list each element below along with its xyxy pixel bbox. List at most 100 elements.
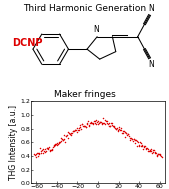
Point [156,153,159,156]
Point [96,121,98,124]
Point [147,149,150,153]
Point [137,140,139,143]
Point [148,149,150,153]
Point [54,143,57,146]
Point [44,150,47,153]
Point [117,129,119,132]
Point [149,148,152,151]
Point [65,135,68,138]
Point [101,122,104,125]
Point [58,141,61,144]
Point [69,132,71,135]
Point [144,146,147,149]
Point [61,138,63,141]
Point [116,129,119,132]
Point [68,133,71,136]
Point [78,125,81,128]
Point [158,153,161,156]
Point [143,146,146,149]
Point [104,122,107,125]
Point [43,149,45,153]
Point [63,133,66,136]
Point [53,143,56,146]
Point [142,144,145,147]
Point [47,146,50,149]
Point [115,127,118,130]
Point [135,140,138,143]
Point [48,146,50,149]
Point [52,145,55,148]
Point [76,126,79,129]
Text: N: N [93,25,99,34]
Point [107,124,110,127]
Point [51,148,54,151]
Point [123,129,125,132]
Point [80,123,83,126]
Point [92,119,95,122]
Point [96,120,99,123]
Point [154,150,157,153]
Point [123,131,126,134]
Point [90,120,93,123]
Point [119,128,122,131]
Point [89,122,92,125]
Point [37,152,40,155]
Point [110,121,113,124]
Point [128,135,130,138]
Point [134,141,137,144]
Point [66,136,69,139]
Point [139,142,142,145]
Point [146,146,148,149]
Point [158,153,161,156]
Point [97,122,100,125]
Point [53,144,56,147]
Point [85,125,88,128]
Point [95,122,98,125]
Point [35,151,38,154]
Point [103,122,105,125]
Point [64,141,66,144]
Point [137,145,140,148]
Point [73,130,75,133]
Point [108,121,111,124]
Point [125,132,128,135]
Point [130,136,132,139]
Point [77,129,79,132]
Point [141,143,144,146]
Point [87,123,90,126]
Point [133,137,136,140]
Point [140,144,143,147]
Point [71,131,74,134]
Point [160,154,162,157]
Point [57,142,59,145]
Point [86,122,89,125]
Text: N: N [148,60,154,69]
Point [126,133,129,136]
Point [75,130,78,133]
Point [94,122,96,125]
Point [105,119,107,122]
Point [34,152,37,155]
Point [35,155,38,158]
Point [105,120,108,123]
Point [100,121,102,124]
Point [62,137,65,140]
Point [114,126,116,129]
Point [41,149,43,152]
Point [57,141,60,144]
Text: Maker fringes: Maker fringes [54,90,115,99]
Point [113,124,116,127]
Point [160,156,163,159]
Point [80,128,82,131]
Point [144,144,146,147]
Point [42,148,45,151]
Point [83,124,86,127]
Point [56,143,59,146]
Point [67,131,70,134]
Y-axis label: THG Intensity [a.u.]: THG Intensity [a.u.] [9,105,18,180]
Point [61,139,64,142]
Point [151,150,154,153]
Point [91,122,93,125]
Point [87,119,89,122]
Point [50,148,53,151]
